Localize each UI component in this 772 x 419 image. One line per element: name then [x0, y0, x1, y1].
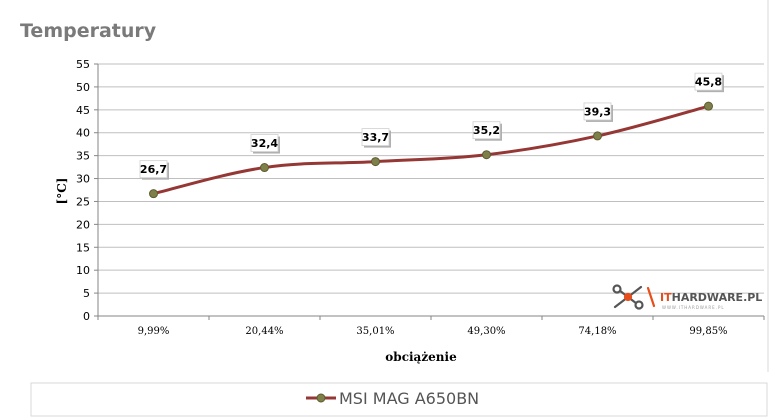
- data-label-group: 39,3: [583, 102, 613, 122]
- y-tick-label: 25: [76, 195, 90, 208]
- data-label-box: [583, 102, 612, 121]
- data-label-group: 45,8: [694, 72, 724, 93]
- x-tick-labels: 9,99% 20,44% 35,01% 49,30% 74,18% 99,85%: [138, 326, 728, 337]
- data-labels: 26,7 32,4 33,7 35,2 39,3 45,8: [139, 72, 724, 180]
- data-point: [149, 189, 158, 199]
- markers: [149, 101, 713, 199]
- y-tick-label: 10: [76, 264, 90, 277]
- svg-text:ITHARDWARE.PL: ITHARDWARE.PL: [660, 291, 762, 304]
- data-label-box: [250, 134, 279, 152]
- series-line-group: [153, 104, 709, 196]
- logo-text-it: IT: [660, 291, 672, 304]
- x-tick-label: 35,01%: [356, 326, 394, 337]
- data-label: 33,7: [362, 131, 389, 144]
- data-label-group: 33,7: [361, 128, 391, 148]
- data-point: [371, 157, 380, 167]
- y-tick-label: 45: [76, 104, 90, 117]
- y-tick-labels: 0 5 10 15 20 25 30 35 40 45 50 55: [76, 58, 90, 323]
- x-tick-label: 74,18%: [578, 326, 616, 337]
- data-label-box: [472, 121, 501, 140]
- data-label: 35,2: [473, 124, 500, 137]
- legend-label: MSI MAG A650BN: [339, 389, 479, 408]
- data-label-box: [139, 160, 168, 179]
- y-tick-label: 55: [76, 58, 90, 71]
- chart-title: Temperatury: [20, 20, 157, 42]
- y-tick-label: 0: [83, 310, 90, 323]
- y-tick-label: 35: [76, 150, 90, 163]
- logo-mark-icon: [612, 284, 656, 310]
- y-tick-label: 40: [76, 127, 90, 140]
- data-point: [260, 163, 269, 173]
- legend-box: [30, 382, 768, 417]
- data-label: 45,8: [695, 76, 722, 89]
- x-tick-label: 49,30%: [467, 326, 505, 337]
- x-axis-label: obciążenie: [385, 350, 457, 364]
- data-label-group: 32,4: [250, 134, 280, 154]
- data-label: 32,4: [251, 137, 278, 150]
- legend-item: MSI MAG A650BN: [306, 389, 479, 408]
- data-label-box: [694, 72, 723, 91]
- logo-text-main: HARDWARE.PL: [672, 291, 763, 304]
- x-tick-label: 20,44%: [245, 326, 283, 337]
- axes: [94, 63, 765, 320]
- legend-marker-swatch: [316, 393, 326, 403]
- x-tick-label: 99,85%: [689, 326, 727, 337]
- data-label: 39,3: [584, 105, 611, 118]
- data-label: 26,7: [140, 163, 167, 176]
- gridlines: [98, 63, 764, 294]
- data-label-group: 26,7: [139, 160, 169, 180]
- x-tick-label: 9,99%: [138, 326, 170, 337]
- data-label-group: 35,2: [472, 121, 502, 141]
- ithardware-logo: ITHARDWARE.PL WWW.ITHARDWARE.PL: [612, 284, 762, 310]
- y-tick-label: 30: [76, 173, 90, 186]
- y-tick-label: 50: [76, 81, 90, 94]
- series-line: [153, 104, 709, 196]
- y-axis-label: [°C]: [55, 178, 69, 205]
- y-tick-label: 15: [76, 241, 90, 254]
- y-tick-label: 20: [76, 218, 90, 231]
- logo-text-sub: WWW.ITHARDWARE.PL: [662, 305, 725, 310]
- data-point: [482, 150, 491, 160]
- data-point: [704, 101, 713, 111]
- y-tick-label: 5: [83, 287, 90, 300]
- data-label-box: [361, 128, 390, 146]
- data-point: [593, 131, 602, 141]
